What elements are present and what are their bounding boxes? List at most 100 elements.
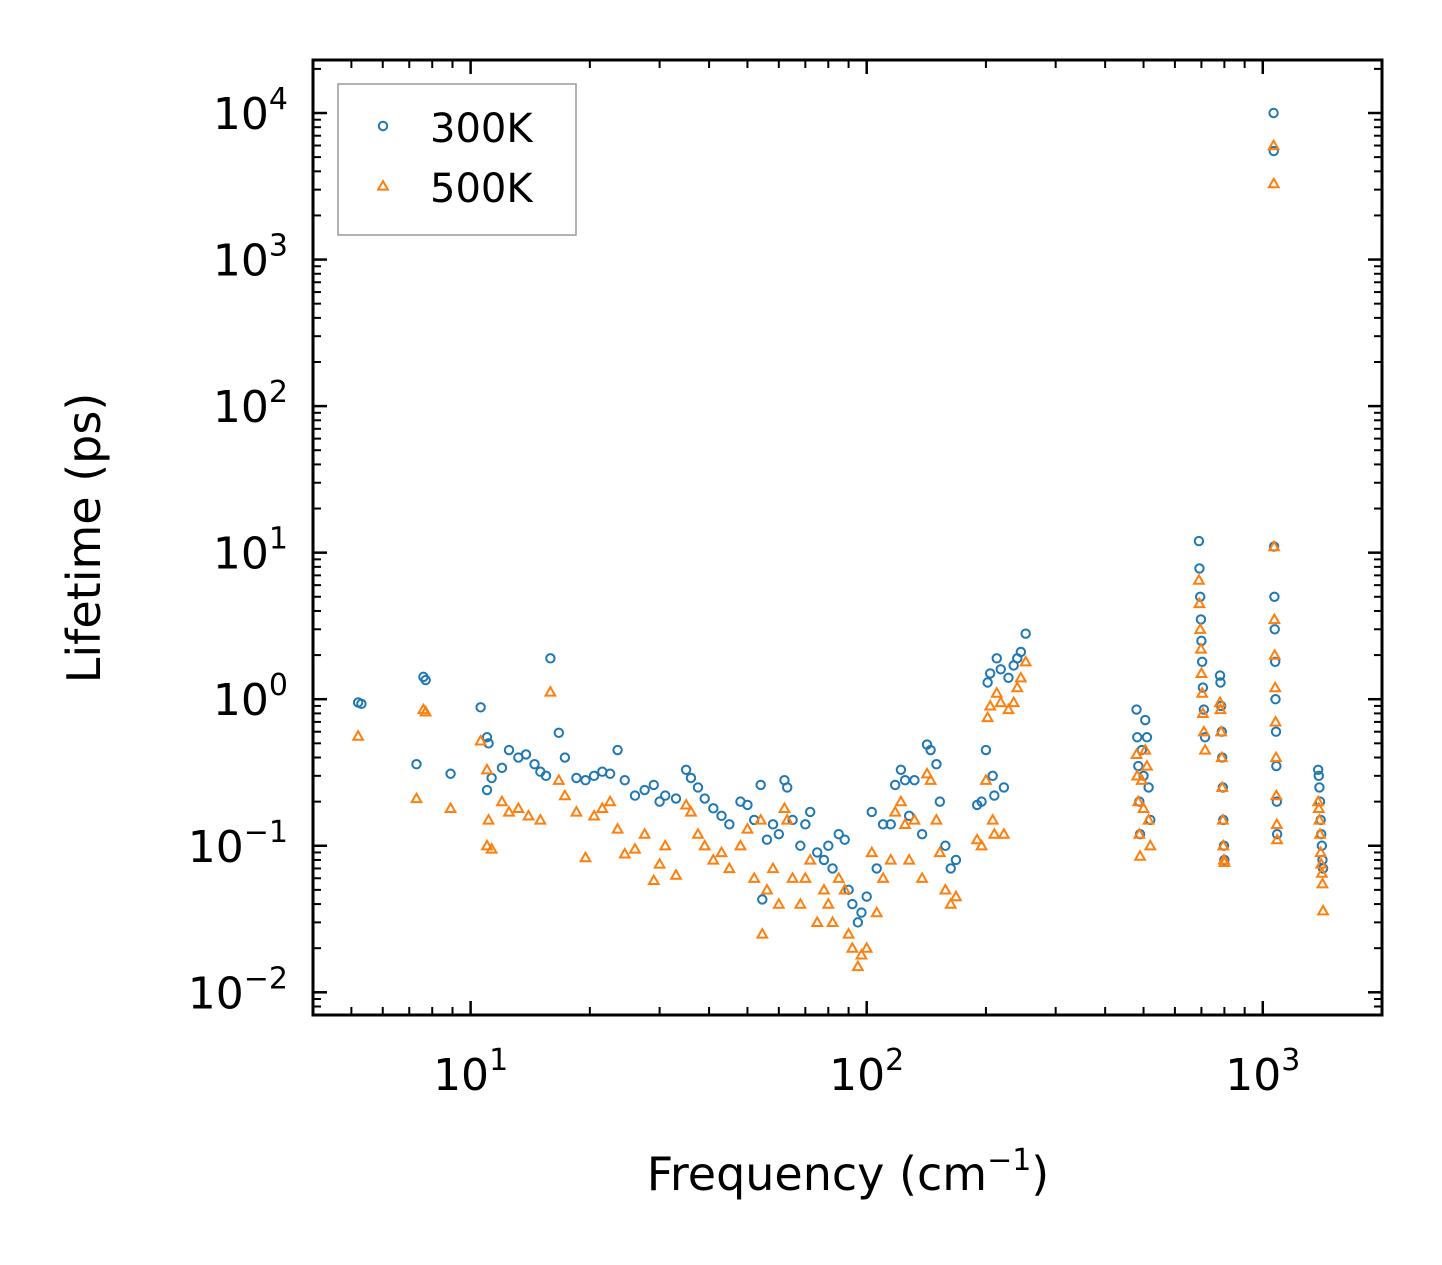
data-point-500K — [533, 813, 547, 825]
x-axis-label-text: Frequency (cm — [647, 1147, 987, 1201]
data-point-500K — [578, 850, 593, 863]
data-point-500K — [1001, 702, 1016, 715]
legend-marker-300K — [377, 120, 389, 132]
data-point-300K — [1271, 796, 1283, 807]
y-tick-base: 10 — [213, 89, 269, 140]
data-point-500K — [777, 801, 792, 813]
data-point-300K — [812, 847, 823, 858]
data-point-300K — [950, 854, 962, 866]
data-point-300K — [1193, 535, 1205, 547]
data-point-500K — [933, 845, 947, 858]
y-tick-base: 10 — [213, 382, 269, 433]
data-point-300K — [885, 819, 896, 830]
data-point-500K — [1269, 788, 1283, 801]
y-tick-exp: 3 — [269, 229, 288, 264]
data-point-300K — [916, 828, 928, 840]
data-point-300K — [1199, 732, 1211, 743]
data-point-500K — [495, 794, 509, 807]
data-point-500K — [780, 813, 794, 825]
data-point-500K — [1195, 686, 1209, 698]
data-point-300K — [619, 775, 630, 786]
data-point-500K — [1312, 813, 1326, 825]
data-point-500K — [854, 948, 869, 960]
data-point-300K — [612, 744, 623, 756]
data-point-500K — [1133, 849, 1147, 861]
data-point-500K — [1216, 813, 1230, 825]
data-point-300K — [909, 775, 920, 786]
data-point-500K — [1313, 827, 1327, 839]
x-axis-label-exp: −1 — [987, 1143, 1031, 1178]
data-point-300K — [559, 752, 571, 763]
data-point-500K — [817, 883, 831, 895]
data-point-300K — [795, 840, 806, 851]
data-point-300K — [818, 854, 830, 866]
data-point-500K — [876, 871, 890, 883]
data-point-300K — [782, 782, 793, 793]
data-point-500K — [1130, 768, 1144, 781]
y-tick-exp: −1 — [244, 815, 288, 850]
y-tick-label: 102 — [213, 375, 288, 433]
data-point-300K — [520, 749, 532, 760]
data-point-300K — [804, 806, 816, 818]
data-point-300K — [742, 799, 753, 811]
y-tick-label: 100 — [213, 668, 288, 726]
data-point-500K — [691, 827, 705, 839]
data-point-500K — [603, 794, 617, 807]
data-point-500K — [1192, 573, 1206, 585]
data-point-500K — [1214, 724, 1228, 737]
data-point-500K — [1267, 176, 1281, 189]
data-point-500K — [611, 822, 625, 834]
data-point-300K — [984, 668, 996, 679]
data-points — [351, 107, 1330, 972]
data-point-300K — [987, 770, 998, 782]
data-point-500K — [658, 838, 672, 851]
data-point-500K — [480, 762, 494, 775]
data-point-500K — [552, 773, 566, 785]
data-point-300K — [940, 840, 951, 851]
data-point-300K — [761, 834, 773, 845]
data-point-500K — [1193, 622, 1207, 634]
y-tick-label: 10−2 — [188, 961, 288, 1019]
data-point-300K — [827, 863, 838, 874]
data-point-500K — [1132, 827, 1146, 839]
legend-box — [337, 83, 577, 236]
data-point-500K — [754, 813, 768, 825]
data-point-300K — [545, 653, 556, 664]
data-point-300K — [998, 782, 1010, 793]
data-point-300K — [629, 790, 641, 801]
data-point-500K — [884, 853, 898, 865]
data-point-500K — [521, 808, 536, 821]
y-tick-label: 10−1 — [188, 815, 288, 873]
data-point-300K — [833, 828, 844, 840]
x-tick-label: 102 — [829, 1043, 904, 1101]
data-point-500K — [826, 915, 840, 928]
data-point-300K — [1140, 714, 1151, 726]
legend-marker-500K — [376, 179, 390, 191]
data-point-500K — [793, 897, 807, 909]
legend-items: 300K 500K — [376, 106, 534, 212]
y-tick-exp: 1 — [269, 522, 288, 557]
data-point-300K — [604, 768, 616, 779]
data-point-300K — [1003, 672, 1014, 683]
data-point-500K — [618, 847, 632, 859]
data-point-500K — [766, 861, 780, 874]
data-point-300K — [654, 796, 665, 807]
data-point-300K — [639, 784, 650, 796]
data-point-500K — [1198, 743, 1212, 755]
data-point-500K — [860, 941, 874, 953]
data-point-500K — [1270, 832, 1284, 845]
data-point-300K — [648, 779, 659, 791]
data-point-500K — [975, 838, 989, 851]
data-point-300K — [847, 898, 858, 910]
data-point-500K — [482, 813, 496, 825]
data-point-500K — [938, 883, 952, 895]
data-point-500K — [1215, 780, 1229, 793]
data-point-300K — [925, 744, 936, 756]
data-point-300K — [411, 759, 422, 770]
data-point-500K — [1213, 702, 1228, 715]
data-point-500K — [929, 813, 943, 825]
data-point-300K — [839, 834, 850, 845]
y-tick-base: 10 — [213, 529, 269, 580]
data-point-300K — [680, 764, 692, 775]
